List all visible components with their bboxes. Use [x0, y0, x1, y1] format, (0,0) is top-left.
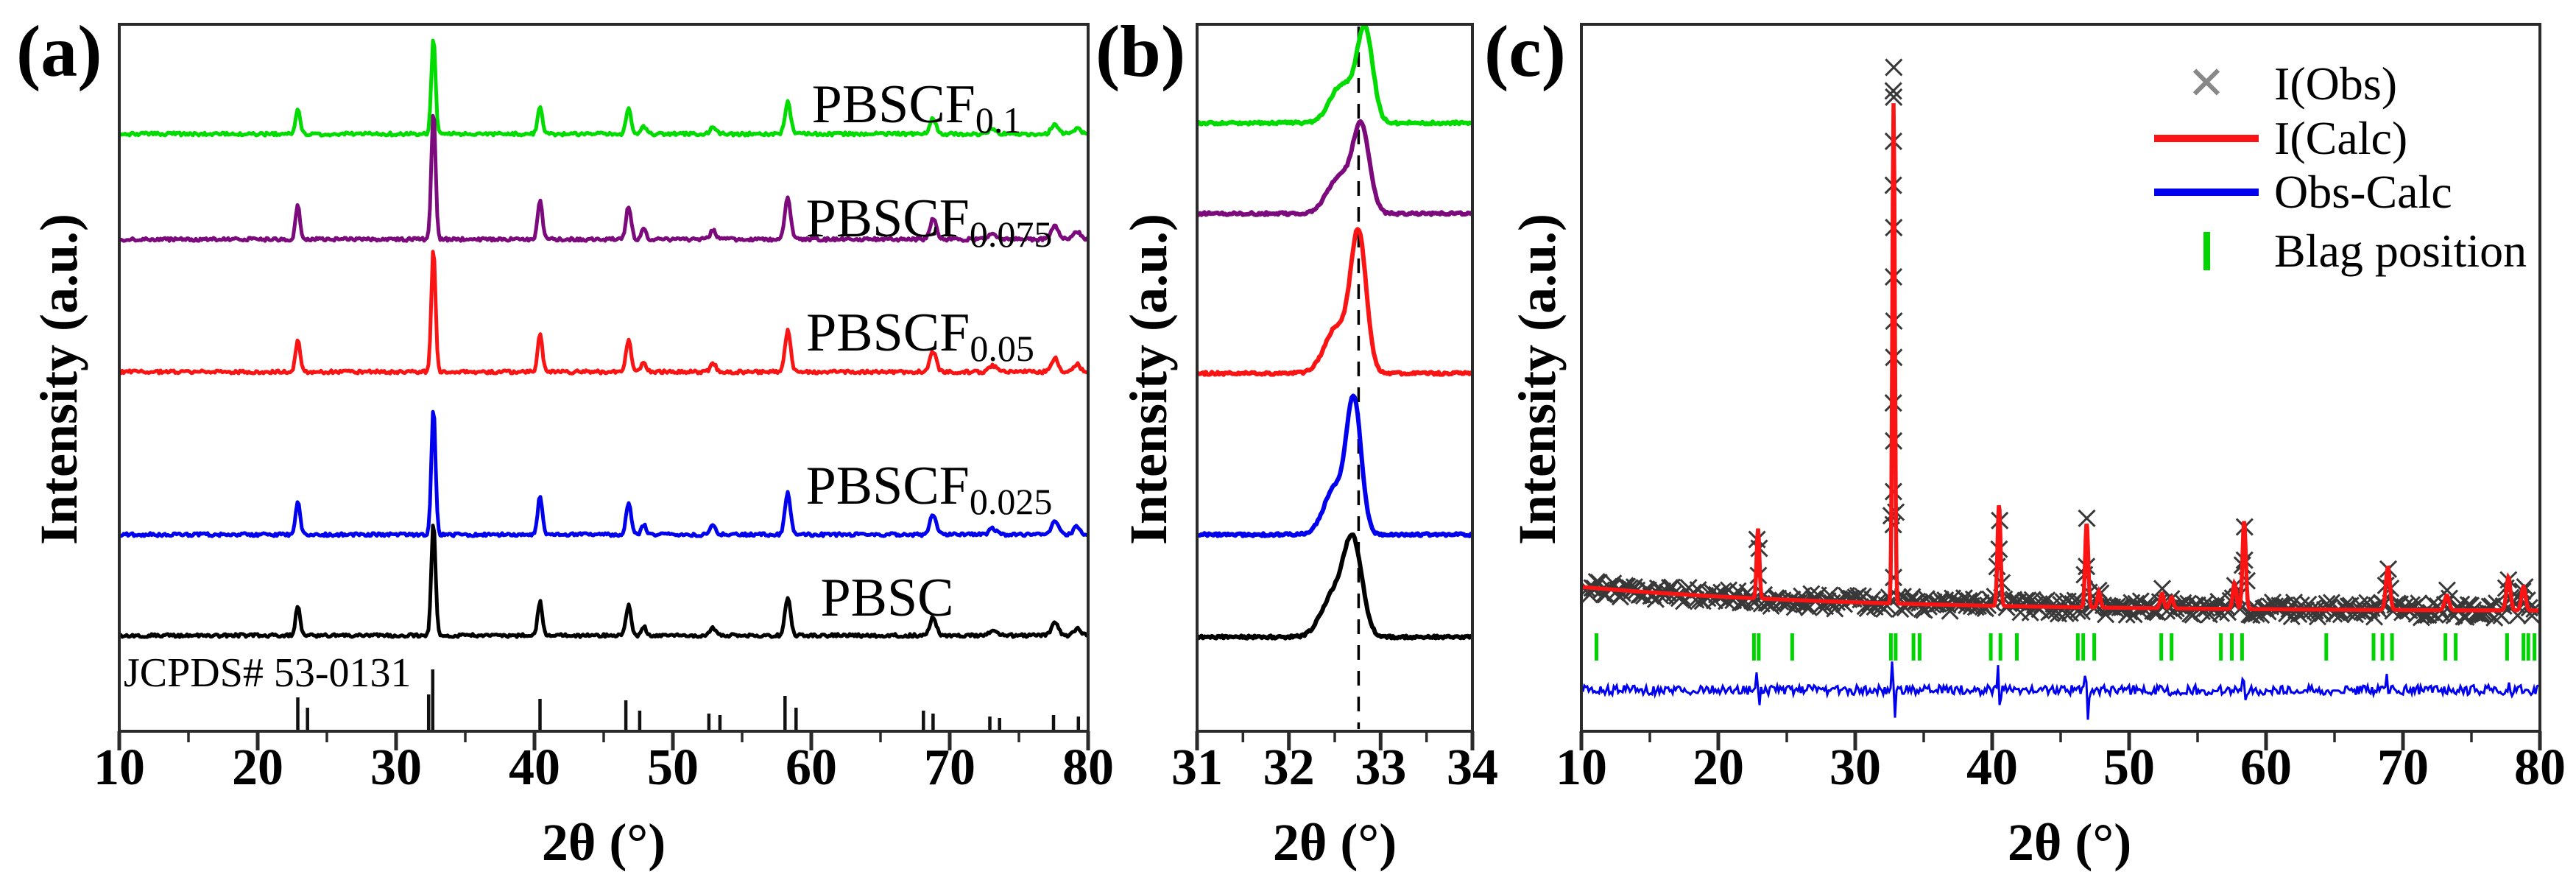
panel-b-x-ticks	[1195, 731, 1475, 750]
series-subscript: 0.025	[969, 481, 1053, 522]
panel-c-frame	[1580, 23, 2541, 733]
zoom-curve-PBSC	[1199, 532, 1471, 641]
series-subscript: 0.075	[969, 214, 1053, 255]
series-subscript: 0.1	[975, 99, 1022, 141]
jcpds-reference-label: JCPDS# 53-0131	[124, 650, 412, 696]
x-tick-label: 60	[786, 739, 837, 796]
series-subscript: 0.05	[970, 328, 1034, 369]
bragg-tick-icon	[2203, 232, 2210, 270]
panel-a-letter: (a)	[16, 10, 102, 92]
zoom-curve-PBSCF-0.075	[1199, 119, 1471, 217]
series-label-pbscf-0.05: PBSCF0.05	[806, 303, 1034, 367]
jcpds-reference-sticks	[296, 669, 1081, 730]
series-label-pbscf-0.075: PBSCF0.075	[805, 189, 1053, 253]
x-tick-label: 80	[2514, 739, 2566, 796]
x-tick-label: 60	[2240, 739, 2292, 796]
panel-a-y-axis-title: Intensity (a.u.)	[29, 213, 88, 546]
xrd-curve-PBSCF-0.025	[121, 409, 1087, 538]
panel-b-letter: (b)	[1095, 10, 1186, 92]
x-tick-label: 31	[1171, 739, 1223, 796]
x-tick-label: 40	[1966, 739, 2018, 796]
series-label-pbscf-0.1: PBSCF0.1	[811, 74, 1022, 138]
xrd-curve-PBSCF-0.05	[121, 250, 1087, 376]
x-tick-label: 10	[1556, 739, 1607, 796]
x-tick-label: 70	[2377, 739, 2429, 796]
obs-cross-icon: ✕	[2187, 59, 2226, 109]
x-tick-label: 32	[1263, 739, 1315, 796]
x-tick-label: 50	[2103, 739, 2155, 796]
series-name: PBSCF	[805, 456, 970, 516]
bragg-position-ticks	[1595, 633, 2537, 661]
x-tick-label: 40	[509, 739, 560, 796]
legend-label: Blag position	[2274, 225, 2527, 277]
panel-a-x-axis-title: 2θ (°)	[541, 813, 666, 872]
x-tick-label: 10	[93, 739, 145, 796]
legend-item-icalc: I(Calc)	[2146, 111, 2407, 166]
panel-b-frame	[1196, 23, 1474, 733]
difference-curve	[1583, 661, 2538, 720]
legend-label: Obs-Calc	[2274, 166, 2452, 218]
series-name: PBSC	[820, 568, 954, 628]
xrd-curve-PBSC	[121, 524, 1087, 639]
panel-c-x-ticks	[1579, 731, 2542, 750]
xrd-curve-PBSCF-0.1	[121, 38, 1087, 138]
x-tick-label: 20	[232, 739, 283, 796]
zoom-curve-PBSCF-0.05	[1199, 227, 1471, 377]
x-tick-label: 80	[1062, 739, 1114, 796]
x-tick-label: 50	[647, 739, 699, 796]
panel-c-letter: (c)	[1484, 10, 1566, 92]
series-label-pbsc: PBSC	[820, 571, 953, 625]
legend-item-iobs: ✕ I(Obs)	[2146, 57, 2397, 111]
zoom-curve-PBSCF-0.1	[1199, 26, 1471, 127]
panel-a-curves	[121, 38, 1087, 639]
panel-a-frame	[118, 23, 1090, 733]
panel-c-x-axis-title: 2θ (°)	[2007, 813, 2132, 872]
x-tick-label: 30	[370, 739, 422, 796]
legend-item-obs-calc: Obs-Calc	[2146, 165, 2452, 219]
x-tick-label: 34	[1447, 739, 1498, 796]
series-label-pbscf-0.025: PBSCF0.025	[805, 456, 1053, 520]
panel-a-x-ticks	[117, 731, 1090, 750]
legend-item-bragg: Blag position	[2146, 224, 2527, 278]
legend-label: I(Calc)	[2274, 112, 2408, 164]
series-name: PBSCF	[806, 303, 970, 363]
xrd-curve-PBSCF-0.075	[121, 113, 1087, 243]
panel-b-y-axis-title: Intensity (a.u.)	[1119, 213, 1178, 546]
x-tick-label: 33	[1355, 739, 1407, 796]
calculated-curve	[1583, 103, 2538, 613]
series-name: PBSCF	[805, 189, 970, 249]
zoom-curve-PBSCF-0.025	[1199, 393, 1471, 538]
x-tick-label: 30	[1829, 739, 1881, 796]
x-tick-label: 20	[1693, 739, 1744, 796]
calc-line-icon	[2154, 135, 2259, 142]
panel-c-y-axis-title: Intensity (a.u.)	[1508, 213, 1567, 546]
x-tick-label: 70	[924, 739, 975, 796]
series-name: PBSCF	[811, 74, 975, 135]
panel-b-x-axis-title: 2θ (°)	[1272, 813, 1397, 872]
legend-label: I(Obs)	[2274, 57, 2398, 110]
panel-b-curves	[1199, 26, 1471, 641]
diff-line-icon	[2154, 189, 2259, 196]
